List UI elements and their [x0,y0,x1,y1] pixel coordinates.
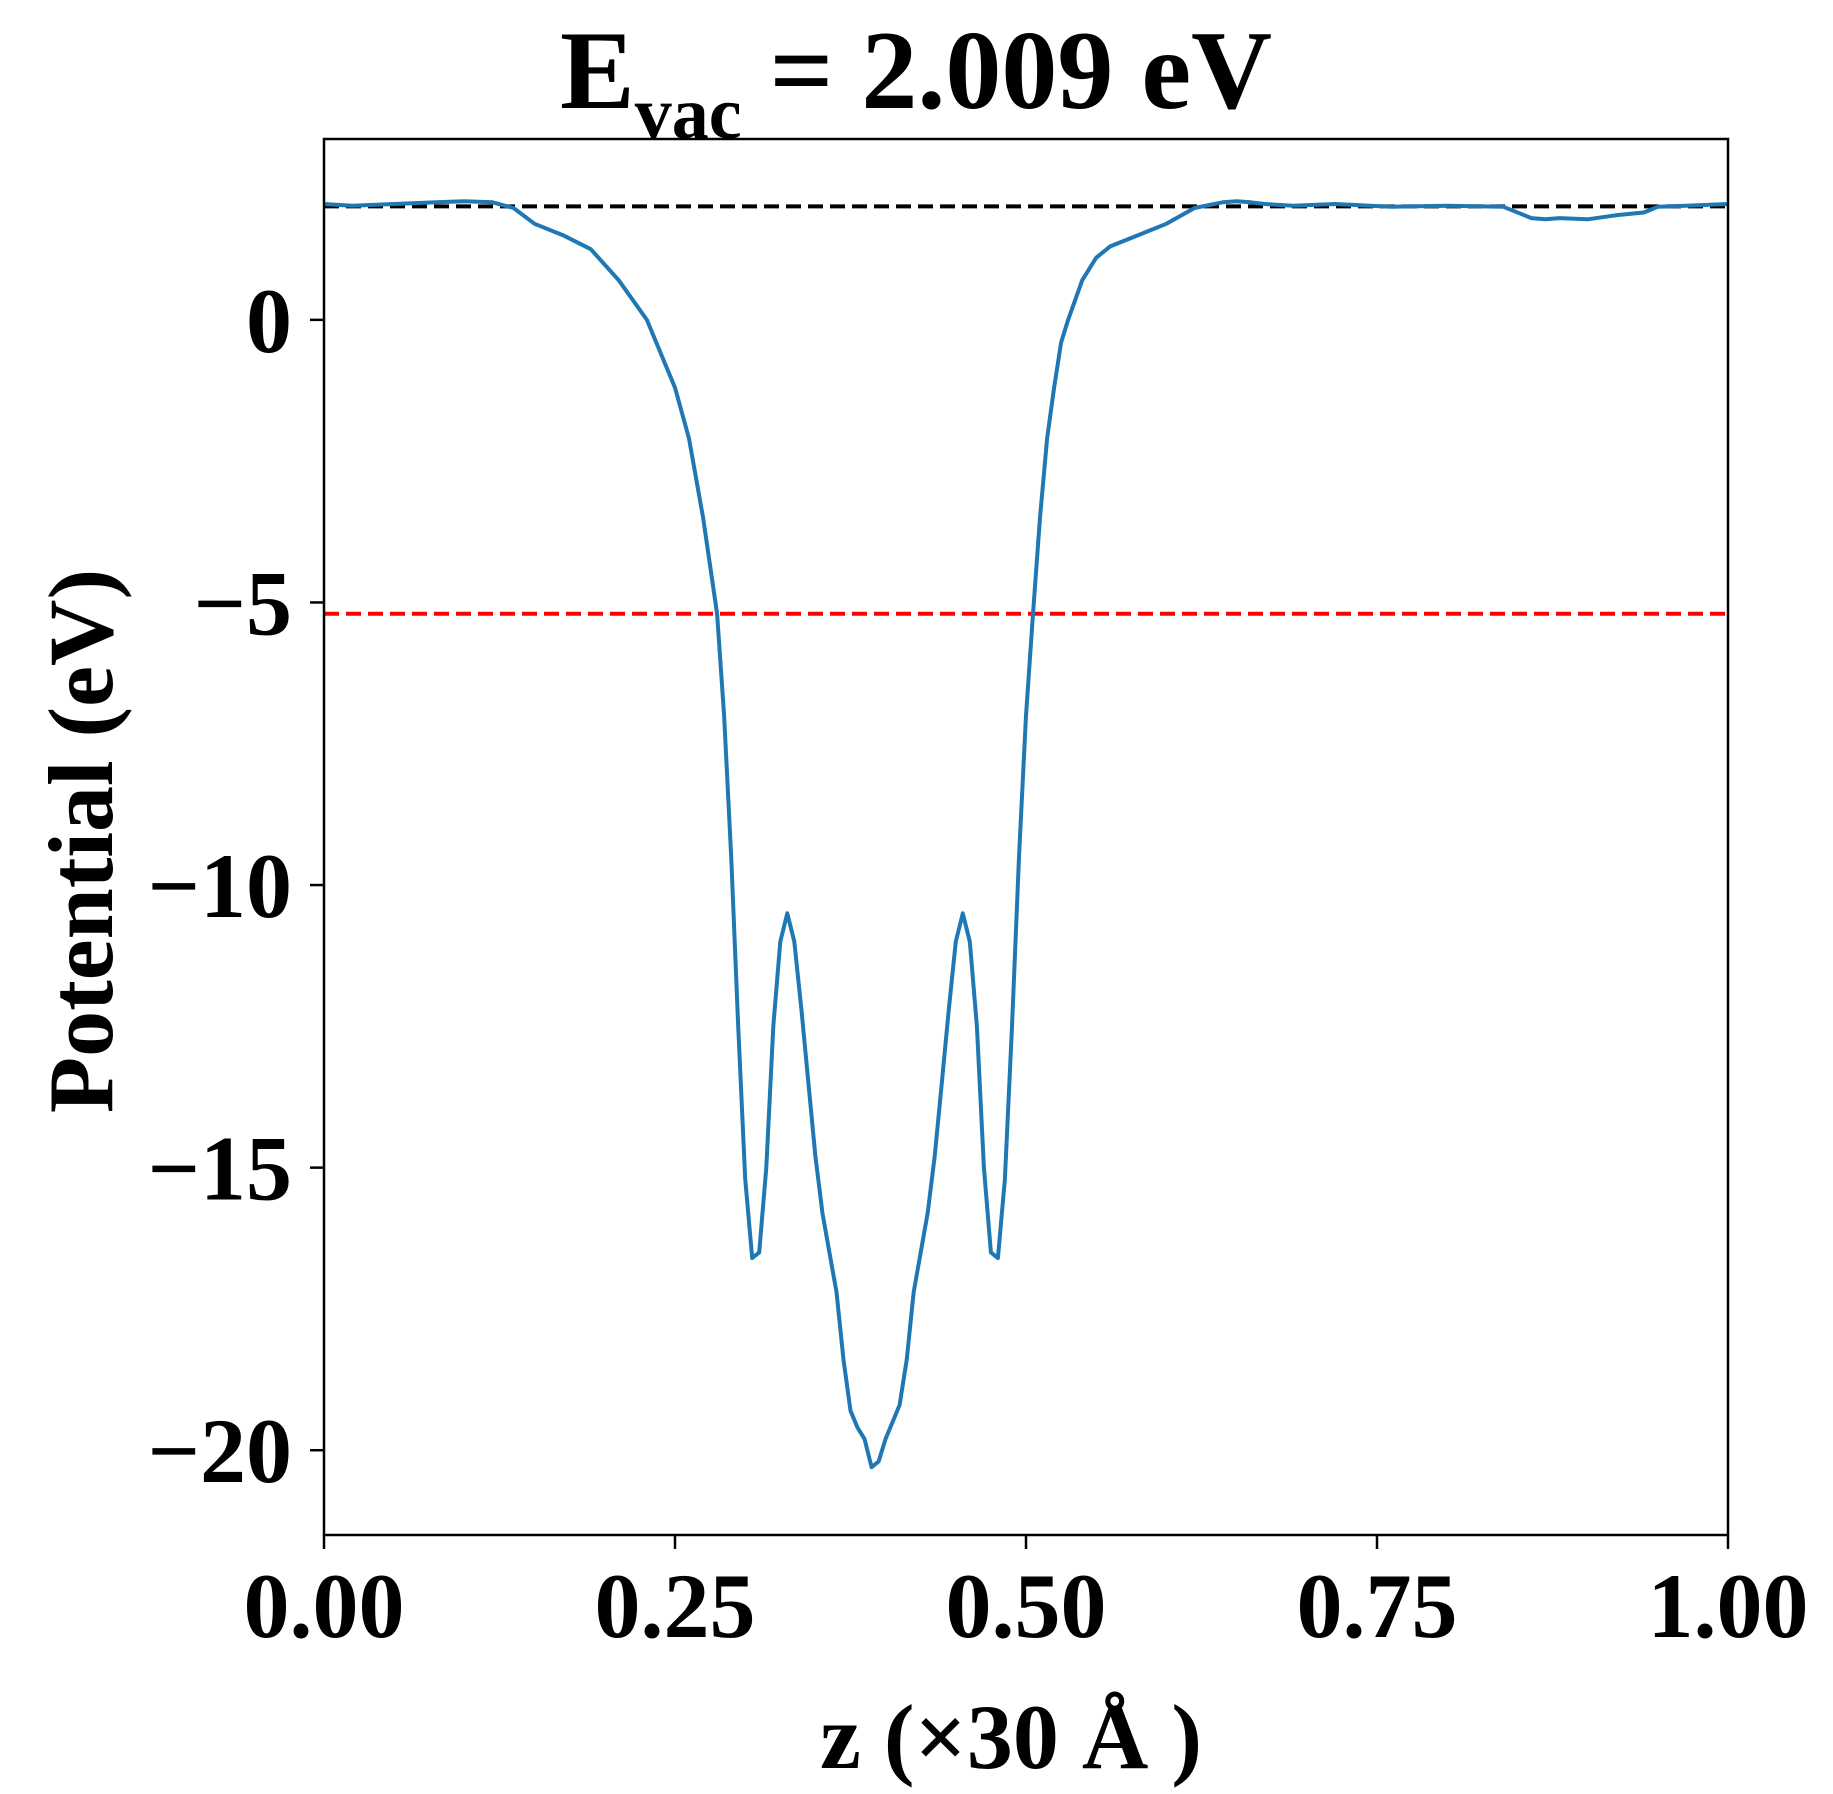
y-tick-label: −10 [148,835,292,937]
plot-frame [322,137,1730,1537]
y-tick-label: −15 [148,1118,292,1220]
x-axis-label: z (×30 Å ) [820,1686,1202,1788]
y-tick-label: −5 [194,552,292,654]
chart-title-main: E [560,9,635,133]
y-tick-label: 0 [246,270,292,372]
chart-title-subscript: vac [635,73,742,155]
y-tick-label: −20 [148,1400,292,1502]
y-axis-label: Potential (eV) [30,569,132,1113]
chart-title-rest: = 2.009 eV [742,9,1272,133]
plot-area: 0.00 0.25 0.50 0.75 1.00 0 −5 −10 −15 −20 [148,137,1809,1657]
series-line-1 [324,199,1728,1470]
x-tick-label: 0.75 [1297,1555,1458,1657]
chart-title: Evac = 2.009 eV [560,9,1272,155]
x-tick-label: 0.00 [244,1555,405,1657]
x-tick-label: 0.25 [595,1555,756,1657]
x-tick-label: 0.50 [946,1555,1107,1657]
x-tick-label: 1.00 [1648,1555,1809,1657]
